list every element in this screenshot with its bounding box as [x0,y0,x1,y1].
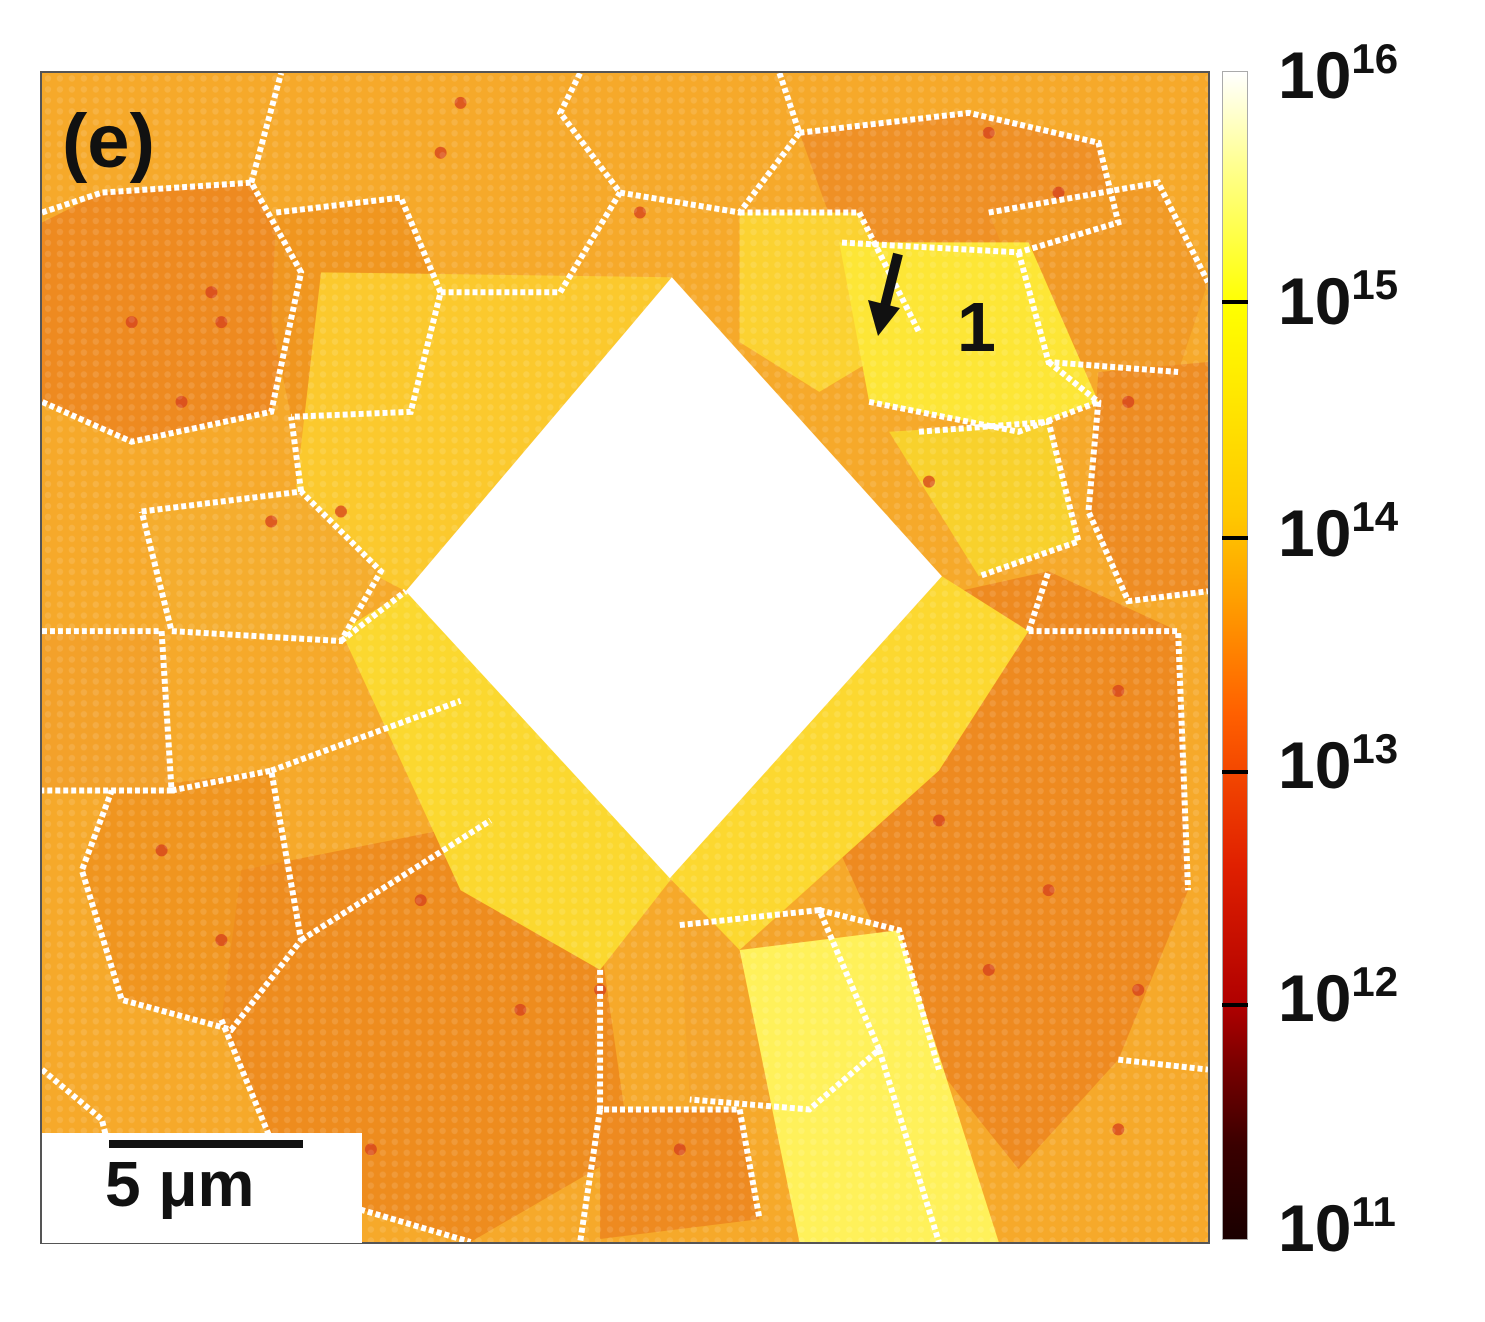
colorbar-tick-mark [1222,300,1248,304]
grain-boundary [1028,628,1192,891]
panel-label: (e) [62,99,155,184]
grain-boundary [78,767,305,1034]
grain-boundary [868,398,1100,435]
grain-boundary [248,73,285,184]
grain-boundary [42,1067,125,1200]
grain-boundary [818,907,942,1071]
scale-bar-label: 5 μm [105,1148,255,1220]
grain-boundary [270,698,462,774]
colorbar [1222,71,1248,1240]
colorbar-tick-mark [1222,770,1248,774]
grain-boundary [42,628,175,794]
colorbar-tick-label: 1014 [1278,493,1399,570]
grain-boundary [1117,1056,1208,1073]
scale-bar-box [42,1133,362,1243]
grain-boundary [288,416,305,492]
grain-boundary [299,817,493,943]
grain-boundary [138,488,385,645]
grain-boundary [876,1048,942,1242]
grain-boundary [988,179,1208,284]
colorbar-tick-mark [1222,536,1248,540]
grain-boundary [918,418,1083,580]
scale-bar [109,1140,303,1148]
grain-boundary [1046,359,1208,605]
arrow-down-left-icon [868,252,903,336]
grain-boundary [679,906,883,1113]
colorbar-tick-label: 1016 [1278,35,1399,112]
colorbar-tick-label: 1011 [1278,1188,1396,1265]
grain-boundary [799,109,1122,256]
grain-boundary [577,1109,604,1242]
grain-boundary [597,969,763,1220]
grain-map-svg [42,73,1208,1242]
grain-boundary [739,209,922,334]
grain-boundary [339,588,408,644]
colorbar-tick-label: 1015 [1278,261,1399,338]
grain-boundary [42,179,305,445]
indent-region [405,277,942,879]
dislocation-density-map [40,71,1210,1244]
colorbar-tick-mark [1222,1003,1248,1007]
grain-boundary [218,1018,472,1242]
colorbar-tick-label: 1013 [1278,725,1399,802]
colorbar-tick-label: 1012 [1278,958,1399,1035]
grain-boundary [619,73,803,216]
grain-boundary [1025,570,1052,633]
region-label: 1 [957,288,996,366]
